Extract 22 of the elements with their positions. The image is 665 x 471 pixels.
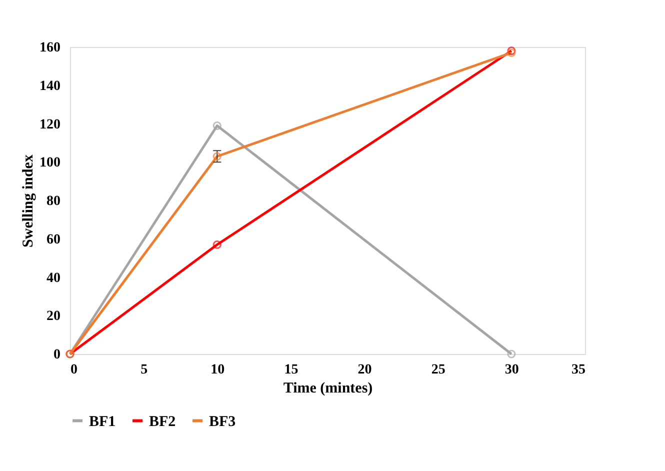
x-axis-title: Time (mintes)	[283, 380, 373, 396]
x-tick-label: 20	[358, 362, 372, 378]
x-tick-label: 25	[431, 362, 446, 378]
y-axis-title: Swelling index	[20, 154, 36, 248]
x-tick-label: 5	[140, 362, 148, 378]
x-tick-label: 30	[504, 362, 519, 378]
x-tick-label: 10	[210, 362, 225, 378]
legend-label: BF1	[89, 414, 116, 430]
x-tick-label: 15	[284, 362, 298, 378]
x-tick-label: 35	[572, 362, 586, 378]
y-tick-label: 20	[46, 309, 60, 324]
legend-label: BF2	[149, 414, 176, 430]
y-tick-label: 80	[46, 194, 60, 209]
y-tick-label: 100	[40, 156, 60, 171]
y-tick-label: 120	[40, 117, 60, 132]
y-tick-label: 160	[40, 40, 60, 56]
y-tick-label: 40	[46, 270, 60, 286]
x-tick-label: 0	[70, 362, 78, 378]
y-tick-label: 140	[40, 78, 60, 94]
legend-label: BF3	[209, 414, 236, 430]
y-tick-label: 60	[46, 232, 60, 248]
y-tick-label: 0	[54, 348, 60, 362]
